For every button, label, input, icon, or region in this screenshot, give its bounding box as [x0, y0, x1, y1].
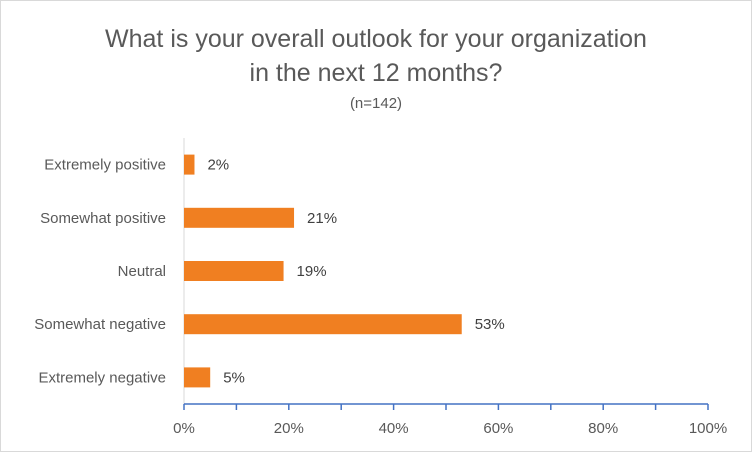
tick-label-2: 40% [379, 420, 409, 437]
category-label-2: Neutral [118, 263, 166, 280]
data-label-3: 53% [475, 316, 505, 333]
chart-subtitle: (n=142) [350, 95, 402, 112]
chart-title-line-1: What is your overall outlook for your or… [105, 25, 647, 53]
tick-label-5: 100% [689, 420, 727, 437]
category-label-3: Somewhat negative [34, 316, 166, 333]
bar-0 [184, 154, 195, 175]
tick-label-4: 80% [588, 420, 618, 437]
bar-4 [184, 367, 211, 388]
bar-2 [184, 261, 284, 281]
data-label-1: 21% [307, 210, 337, 227]
data-label-0: 2% [207, 157, 229, 174]
category-label-1: Somewhat positive [40, 210, 166, 227]
tick-label-3: 60% [483, 420, 513, 437]
data-label-2: 19% [297, 263, 327, 280]
tick-label-0: 0% [173, 420, 195, 437]
chart-title-line-2: in the next 12 months? [250, 59, 503, 87]
plot-area: Extremely positive 2% Somewhat positive 21%… [34, 138, 727, 437]
tick-label-1: 20% [274, 420, 304, 437]
data-label-4: 5% [223, 369, 245, 386]
category-label-4: Extremely negative [38, 369, 166, 386]
bar-3 [184, 314, 462, 335]
bar-1 [184, 207, 295, 228]
category-label-0: Extremely positive [44, 157, 166, 174]
